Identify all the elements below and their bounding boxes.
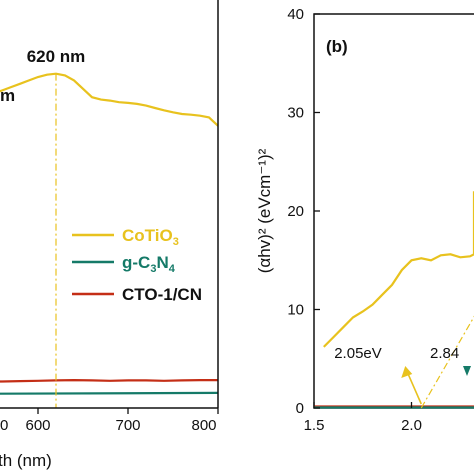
legend-label-gc3n4: g-C3N4: [122, 253, 176, 275]
panel-b-y-tick-label-20: 20: [287, 203, 304, 220]
panel-a-x-tick-label-600: 600: [25, 417, 50, 434]
panel-a-series-gc3n4: [0, 391, 219, 395]
legend-label-cto1cn: CTO-1/CN: [122, 285, 202, 304]
panel-b-y-tick-label-10: 10: [287, 302, 304, 319]
arrow-shaft: [406, 371, 422, 405]
legend-item-cotio3: CoTiO3: [72, 226, 179, 248]
panel-b-x-tick-label-2: 2.0: [401, 417, 422, 434]
panel-b-annotation-2.05ev: 2.05eV: [334, 345, 382, 362]
legend-label-cotio3-main: CoTiO: [122, 226, 173, 245]
panel-b-arrow-2.05ev: [401, 366, 422, 405]
panel-b-series-cotio3: [323, 191, 474, 348]
panel-b-y-ticks: 0 10 20 30 40: [287, 6, 320, 417]
panel-b-label: (b): [326, 37, 348, 56]
panel-b-y-tick-label-0: 0: [296, 400, 304, 417]
panel-b-tangent-line: [420, 315, 474, 409]
legend-label-gc3n4-main: g-C: [122, 253, 150, 272]
panel-a-series-cotio3: [0, 72, 219, 127]
legend-label-cotio3: CoTiO3: [122, 226, 179, 248]
panel-b-y-tick-label-30: 30: [287, 105, 304, 122]
legend-label-cotio3-sub: 3: [173, 236, 179, 248]
panel-a-annotation-620nm: 620 nm: [27, 47, 86, 66]
panel-a-x-axis-label: th (nm): [0, 451, 52, 470]
panel-b-series: [314, 191, 474, 409]
legend-label-gc3n4-sub: 3: [150, 263, 156, 275]
legend-item-cto1cn: CTO-1/CN: [72, 285, 202, 304]
legend-item-gc3n4: g-C3N4: [72, 253, 176, 275]
panel-b-arrow-2.84: [463, 366, 471, 376]
panel-a: 620 nm m 600 700 800 0 th (nm) CoTiO3 g-C3…: [0, 0, 219, 470]
panel-a-series: [0, 72, 219, 395]
panel-a-x-tick-label-800: 800: [191, 417, 216, 434]
panel-a-series-cto1cn: [0, 378, 218, 383]
panel-a-x-ticks: 600 700 800: [25, 408, 219, 434]
panel-a-partial-tick-label: 0: [0, 417, 8, 434]
legend-label-gc3n4-tail: N: [156, 253, 168, 272]
panel-a-partial-label: m: [0, 86, 15, 105]
panel-a-x-tick-label-700: 700: [115, 417, 140, 434]
panel-b-x-ticks: 1.52.02.5: [304, 402, 422, 434]
arrow-head: [401, 366, 413, 378]
panel-b-y-tick-label-40: 40: [287, 6, 304, 23]
panel-b-annotation-2.84: 2.84: [430, 345, 459, 362]
panel-b-y-axis-label: (αhv)² (eVcm⁻¹)²: [255, 148, 274, 273]
legend-label-gc3n4-sub2: 4: [169, 263, 176, 275]
panel-a-legend: CoTiO3 g-C3N4 CTO-1/CN: [72, 226, 202, 304]
panel-b-x-tick-label-1.5: 1.5: [304, 417, 325, 434]
arrow-head-2.84: [463, 366, 471, 376]
